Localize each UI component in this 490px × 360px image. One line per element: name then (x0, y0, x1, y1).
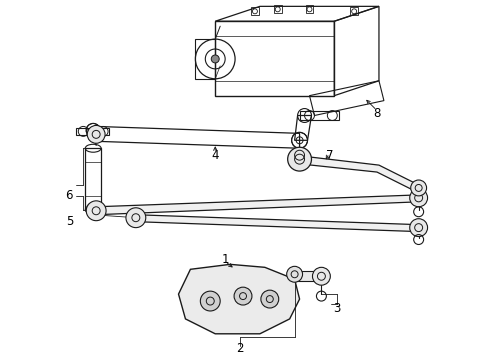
Text: 1: 1 (221, 253, 229, 266)
Polygon shape (136, 215, 418, 231)
Circle shape (126, 208, 146, 228)
Circle shape (200, 291, 220, 311)
Circle shape (90, 127, 96, 133)
Text: 2: 2 (236, 342, 244, 355)
Circle shape (411, 180, 427, 196)
Circle shape (410, 189, 428, 207)
Text: 4: 4 (212, 149, 219, 162)
Circle shape (313, 267, 330, 285)
Circle shape (410, 219, 428, 237)
Text: 7: 7 (325, 149, 333, 162)
Text: 6: 6 (66, 189, 73, 202)
Polygon shape (293, 155, 418, 192)
Circle shape (86, 201, 106, 221)
Circle shape (288, 147, 312, 171)
Circle shape (234, 287, 252, 305)
Text: 5: 5 (66, 215, 73, 228)
Text: 8: 8 (373, 107, 381, 120)
Circle shape (261, 290, 279, 308)
Polygon shape (178, 264, 299, 334)
Polygon shape (294, 271, 319, 281)
Text: 3: 3 (334, 302, 341, 315)
Circle shape (87, 125, 105, 143)
Circle shape (211, 55, 219, 63)
Circle shape (287, 266, 302, 282)
Polygon shape (96, 195, 418, 215)
